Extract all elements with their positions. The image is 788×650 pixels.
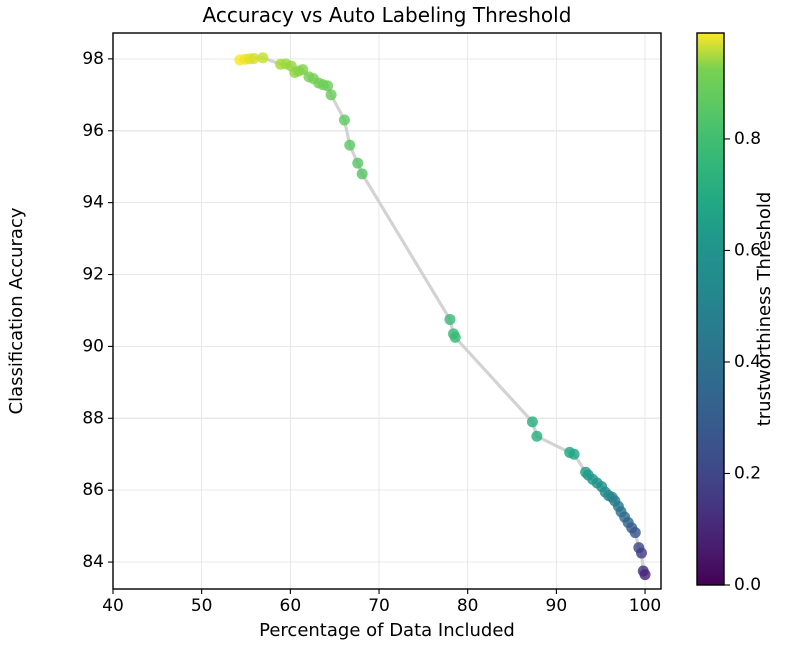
- y-axis-label: Classification Accuracy: [6, 207, 27, 414]
- colorbar-outline: [696, 32, 725, 586]
- x-gridlines: [201, 33, 646, 589]
- data-point: [526, 416, 538, 428]
- data-point: [344, 139, 356, 151]
- data-point: [352, 157, 364, 169]
- data-point: [531, 430, 543, 442]
- x-tick-label: 80: [457, 596, 479, 616]
- colorbar-tick-label: 0.6: [734, 240, 761, 260]
- y-tick-label: 92: [82, 265, 104, 285]
- y-tick-label: 96: [82, 121, 104, 141]
- data-point-group: [234, 52, 651, 581]
- y-tick-label: 90: [82, 336, 104, 356]
- y-axis-ticks: 84 86 88 90 92 94 96 98: [82, 49, 113, 572]
- data-point: [325, 89, 337, 101]
- x-tick-label: 50: [191, 596, 213, 616]
- colorbar-tick-label: 0.0: [734, 575, 761, 595]
- colorbar-gradient: [697, 33, 724, 585]
- colorbar-tick-label: 0.8: [734, 129, 761, 149]
- x-tick-label: 70: [368, 596, 390, 616]
- axes-frame: [112, 32, 662, 590]
- y-tick-label: 84: [82, 552, 104, 572]
- data-point: [257, 52, 269, 64]
- data-point: [639, 569, 651, 581]
- chart-title: Accuracy vs Auto Labeling Threshold: [203, 3, 572, 27]
- colorbar-label: trustworthiness Threshold: [754, 192, 775, 427]
- y-tick-label: 88: [82, 408, 104, 428]
- y-tick-label: 86: [82, 480, 104, 500]
- y-gridlines: [113, 58, 661, 563]
- x-tick-label: 100: [629, 596, 661, 616]
- y-tick-label: 94: [82, 193, 104, 213]
- x-tick-label: 60: [280, 596, 302, 616]
- colorbar-tick-label: 0.2: [734, 463, 761, 483]
- data-point: [297, 64, 309, 76]
- plot-area-background: [113, 33, 661, 589]
- data-point: [338, 114, 350, 126]
- colorbar-tick-label: 0.4: [734, 352, 761, 372]
- x-axis-ticks: 40 50 60 70 80 90 100: [102, 589, 661, 616]
- colorbar-ticks: 0.0 0.2 0.4 0.6 0.8: [724, 129, 761, 595]
- data-point: [449, 331, 461, 343]
- data-point: [629, 527, 641, 539]
- data-point: [444, 313, 456, 325]
- x-tick-label: 40: [102, 596, 124, 616]
- x-axis-label: Percentage of Data Included: [259, 620, 515, 641]
- x-tick-label: 90: [546, 596, 568, 616]
- y-tick-label: 98: [82, 49, 104, 69]
- data-point: [322, 80, 334, 92]
- data-point: [248, 53, 260, 65]
- data-point: [635, 547, 647, 559]
- data-point: [356, 168, 368, 180]
- data-point: [568, 448, 580, 460]
